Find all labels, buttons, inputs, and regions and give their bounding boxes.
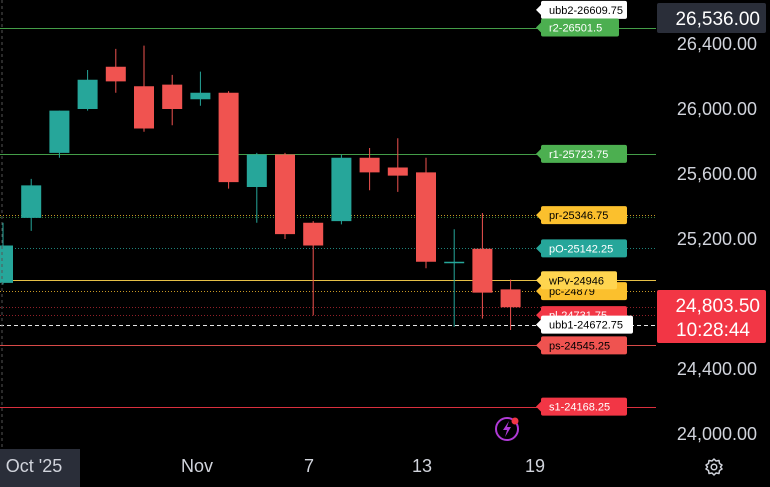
level-label-3-text: pO-25142.25 (549, 243, 613, 255)
level-label-2-bg (541, 206, 627, 225)
level-label-7-bg (541, 336, 627, 355)
candle-body-17 (472, 248, 493, 293)
top-price-badge-bg (657, 3, 766, 33)
date-tick-2: 7 (304, 456, 314, 476)
candle-body-5 (134, 86, 154, 129)
price-tick-3: 25,200.00 (677, 229, 757, 249)
level-label-7: ps-24545.25 (536, 336, 627, 355)
candles (0, 45, 521, 330)
partial-label-1-arrow (536, 286, 541, 297)
date-tick-4: 19 (525, 456, 545, 476)
level-label-8-arrow (536, 401, 541, 412)
candle-body-3 (77, 79, 98, 109)
level-label-6-text: ubb1-24672.75 (549, 320, 623, 332)
settings-gear-icon[interactable] (704, 457, 724, 477)
level-label-4: wPv-24946 (536, 271, 617, 290)
candle-body-9 (246, 154, 267, 187)
partial-label-2-arrow (536, 310, 541, 321)
last-price-value: 24,803.50 (675, 296, 760, 317)
level-label-1-bg (541, 144, 627, 163)
candle-body-2 (49, 110, 70, 153)
candle-body-6 (162, 84, 183, 109)
price-badges: 26,536.00 24,803.50 10:28:44 (657, 3, 766, 343)
price-tick-1: 26,000.00 (677, 99, 757, 119)
level-label-1-text: r1-25723.75 (549, 149, 608, 161)
candle-body-1 (21, 185, 42, 218)
price-tick-2: 25,600.00 (677, 164, 757, 184)
flash-alert-icon[interactable] (494, 415, 522, 443)
price-tick-6: 24,000.00 (677, 424, 757, 444)
top-price-badge-text: 26,536.00 (675, 9, 760, 30)
candle-body-10 (275, 154, 295, 235)
level-label-0: r2-26501.5 (536, 18, 619, 37)
partial-label-0-text: ubb2-26609.75 (549, 5, 623, 17)
candle-body-16 (444, 261, 465, 264)
level-label-3-bg (541, 239, 627, 258)
level-label-7-arrow (536, 340, 541, 351)
candle-body-15 (416, 172, 436, 262)
level-label-6-arrow (536, 319, 541, 330)
level-label-8-text: s1-24168.25 (549, 402, 610, 414)
time-axis-highlight (0, 449, 80, 487)
level-label-4-bg (541, 271, 617, 290)
level-label-2-arrow (536, 210, 541, 221)
level-label-8: s1-24168.25 (536, 397, 627, 416)
candle-body-0 (0, 245, 13, 283)
level-label-6: ubb1-24672.75 (536, 315, 633, 334)
candle-body-4 (105, 66, 126, 82)
time-axis[interactable]: Oct '25 Nov 7 13 19 (0, 449, 545, 487)
level-label-6-bg (541, 315, 633, 334)
candle-body-12 (331, 157, 352, 222)
last-price-badge-bg (657, 290, 766, 343)
level-label-3-arrow (536, 243, 541, 254)
level-label-4-arrow (536, 275, 541, 286)
date-tick-0: Oct '25 (6, 456, 62, 476)
price-axis-background (656, 0, 770, 487)
level-label-2-text: pr-25346.75 (549, 210, 608, 222)
level-label-8-bg (541, 397, 627, 416)
partial-label-0-arrow (536, 4, 541, 15)
candle-body-18 (500, 289, 521, 308)
candle-body-13 (359, 157, 380, 173)
candle-body-7 (190, 92, 211, 100)
level-labels: ubb2-26609.75pc-24879pl-24731.75r2-26501… (536, 0, 633, 416)
level-label-3: pO-25142.25 (536, 239, 627, 258)
level-label-2: pr-25346.75 (536, 206, 627, 225)
level-label-7-text: ps-24545.25 (549, 340, 610, 352)
price-tick-5: 24,400.00 (677, 359, 757, 379)
candle-body-11 (303, 222, 324, 246)
candle-body-14 (387, 167, 408, 176)
level-label-0-bg (541, 18, 619, 37)
candle-body-8 (218, 92, 239, 183)
date-tick-1: Nov (181, 456, 213, 476)
date-tick-3: 13 (412, 456, 432, 476)
last-price-countdown: 10:28:44 (676, 320, 750, 341)
partial-label-0-bg (541, 0, 627, 19)
partial-label-0: ubb2-26609.75 (536, 0, 627, 19)
level-label-0-arrow (536, 22, 541, 33)
level-label-4-text: wPv-24946 (548, 275, 604, 287)
level-label-1-arrow (536, 148, 541, 159)
level-label-1: r1-25723.75 (536, 144, 627, 163)
level-label-0-text: r2-26501.5 (549, 23, 602, 35)
price-tick-0: 26,400.00 (677, 34, 757, 54)
